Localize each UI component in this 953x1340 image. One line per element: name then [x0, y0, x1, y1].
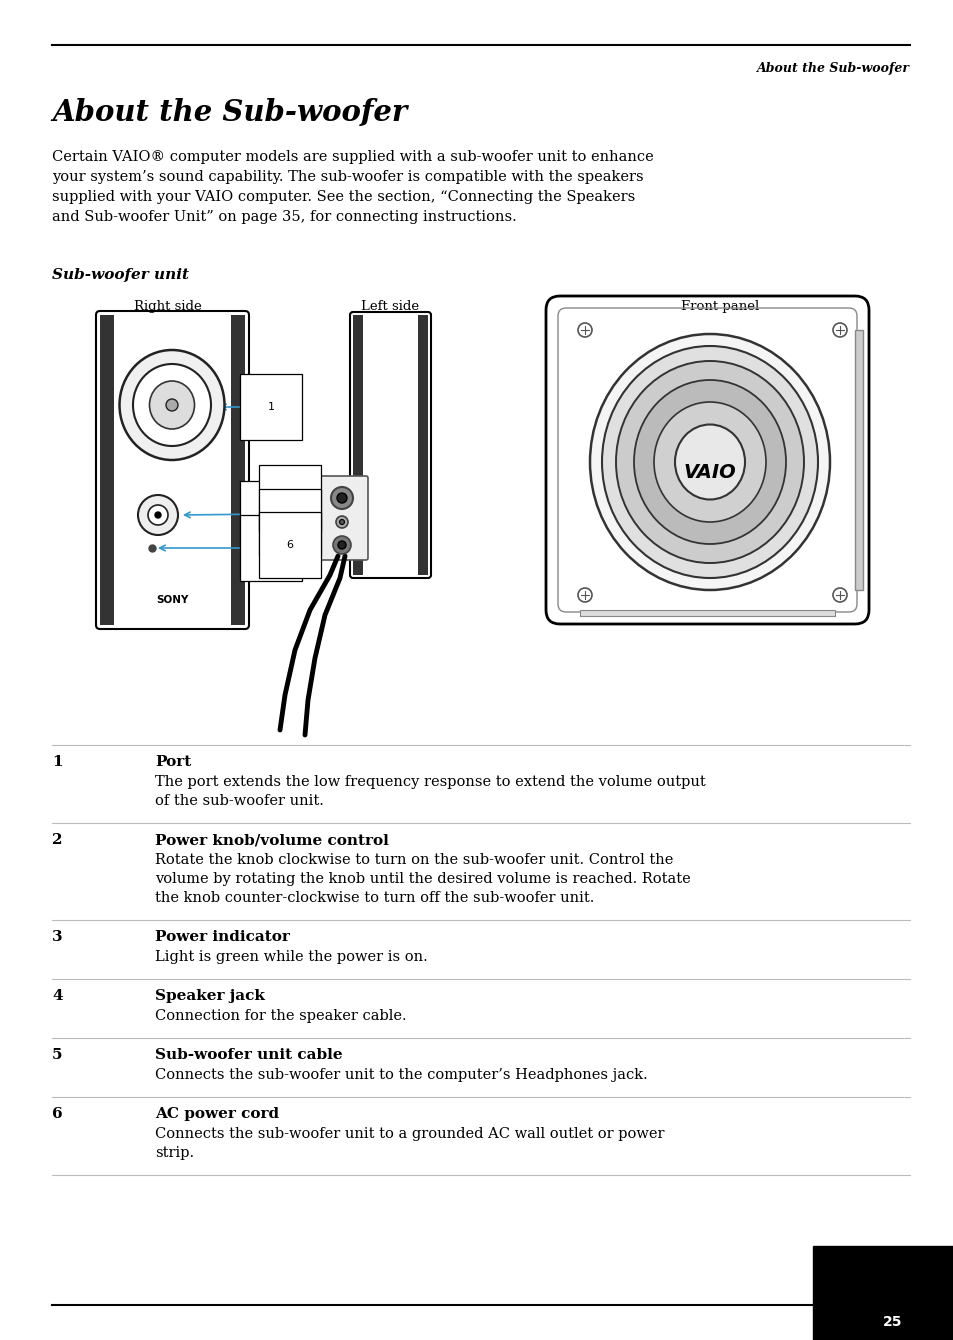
Circle shape: [335, 516, 348, 528]
Text: 5: 5: [52, 1048, 63, 1063]
Text: Front panel: Front panel: [680, 300, 759, 314]
Circle shape: [578, 588, 592, 602]
Circle shape: [339, 520, 344, 524]
Circle shape: [148, 505, 168, 525]
Bar: [100, 315, 113, 624]
Text: Connection for the speaker cable.: Connection for the speaker cable.: [154, 1009, 406, 1022]
Text: strip.: strip.: [154, 1146, 193, 1160]
Circle shape: [337, 541, 346, 549]
FancyBboxPatch shape: [545, 296, 868, 624]
Circle shape: [331, 486, 353, 509]
FancyBboxPatch shape: [350, 312, 431, 578]
Ellipse shape: [675, 425, 744, 500]
Ellipse shape: [616, 360, 803, 563]
Text: Port: Port: [154, 754, 191, 769]
Text: The port extends the low frequency response to extend the volume output: The port extends the low frequency respo…: [154, 775, 705, 789]
Ellipse shape: [601, 346, 817, 578]
Ellipse shape: [119, 350, 224, 460]
Circle shape: [333, 536, 351, 553]
Text: Right side: Right side: [134, 300, 202, 314]
Text: 6: 6: [52, 1107, 63, 1122]
Text: 4: 4: [52, 989, 63, 1004]
Text: 2: 2: [267, 509, 274, 519]
Text: 6: 6: [286, 540, 294, 549]
Text: the knob counter-clockwise to turn off the sub-woofer unit.: the knob counter-clockwise to turn off t…: [154, 891, 594, 904]
Text: Sub-woofer unit: Sub-woofer unit: [52, 268, 189, 281]
Text: About the Sub-woofer: About the Sub-woofer: [52, 98, 407, 127]
Bar: [353, 315, 363, 575]
Bar: [854, 330, 862, 590]
Text: AC power cord: AC power cord: [154, 1107, 279, 1122]
Text: Rotate the knob clockwise to turn on the sub-woofer unit. Control the: Rotate the knob clockwise to turn on the…: [154, 854, 673, 867]
Text: 1: 1: [267, 402, 274, 411]
Ellipse shape: [634, 381, 785, 544]
Text: Left side: Left side: [360, 300, 418, 314]
Bar: [231, 315, 245, 624]
Circle shape: [832, 323, 846, 336]
FancyBboxPatch shape: [96, 311, 249, 628]
Text: Power indicator: Power indicator: [154, 930, 290, 943]
Ellipse shape: [150, 381, 194, 429]
FancyBboxPatch shape: [315, 476, 368, 560]
Text: 5: 5: [286, 517, 294, 527]
Bar: [579, 610, 834, 616]
Circle shape: [578, 323, 592, 336]
Text: Speaker jack: Speaker jack: [154, 989, 265, 1004]
Text: 1: 1: [52, 754, 63, 769]
Text: 2: 2: [52, 833, 63, 847]
Text: Certain VAIO® computer models are supplied with a sub-woofer unit to enhance
you: Certain VAIO® computer models are suppli…: [52, 150, 653, 224]
Text: About the Sub-woofer: About the Sub-woofer: [757, 62, 909, 75]
Text: Light is green while the power is on.: Light is green while the power is on.: [154, 950, 427, 963]
Text: of the sub-woofer unit.: of the sub-woofer unit.: [154, 795, 323, 808]
Text: 4: 4: [286, 493, 294, 502]
Text: 25: 25: [882, 1315, 901, 1329]
Ellipse shape: [132, 364, 211, 446]
Circle shape: [138, 494, 178, 535]
Text: Connects the sub-woofer unit to the computer’s Headphones jack.: Connects the sub-woofer unit to the comp…: [154, 1068, 647, 1081]
Circle shape: [336, 493, 347, 502]
Ellipse shape: [654, 402, 765, 523]
Text: volume by rotating the knob until the desired volume is reached. Rotate: volume by rotating the knob until the de…: [154, 872, 690, 886]
Bar: [417, 315, 428, 575]
Text: Sub-woofer unit cable: Sub-woofer unit cable: [154, 1048, 342, 1063]
Circle shape: [154, 512, 161, 519]
Circle shape: [832, 588, 846, 602]
Text: SONY: SONY: [155, 595, 188, 604]
Text: 3: 3: [267, 543, 274, 553]
Text: VAIO: VAIO: [683, 462, 736, 481]
Text: Power knob/volume control: Power knob/volume control: [154, 833, 389, 847]
Text: 3: 3: [52, 930, 63, 943]
Text: Connects the sub-woofer unit to a grounded AC wall outlet or power: Connects the sub-woofer unit to a ground…: [154, 1127, 664, 1140]
Circle shape: [166, 399, 178, 411]
Ellipse shape: [589, 334, 829, 590]
